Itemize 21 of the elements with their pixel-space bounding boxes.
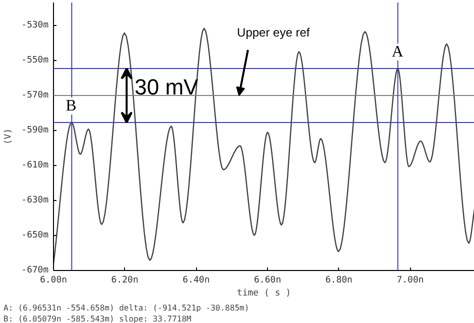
y-axis-title: (V) [3, 128, 14, 145]
text: A: (6.96531n -554.658m) delta: (-914.521p -30.885m) [4, 304, 250, 312]
text: B: (6.05079n -585.543m) slope: 33.7718M [4, 314, 192, 323]
x-axis-title: time ( s ) [236, 288, 292, 298]
annotation: A [392, 44, 404, 61]
y-tick-label: -570m [21, 90, 48, 100]
x-tick-label: 6.60n [254, 276, 282, 286]
x-tick-label: 7.00n [396, 276, 424, 286]
y-tick-label: -630m [21, 195, 48, 206]
y-tick-label: -610m [21, 160, 48, 170]
annotation: B [66, 97, 76, 114]
y-tick-label: -590m [21, 125, 48, 136]
y-tick-label: -530m [21, 20, 48, 30]
x-tick-label: 6.80n [325, 276, 352, 286]
x-tick-label: 6.40n [182, 276, 210, 286]
y-tick-label: -670m [21, 266, 48, 276]
annotation: Upper eye ref [237, 26, 310, 40]
x-tick-label: 6.00n [40, 276, 68, 286]
y-tick-label: -650m [21, 230, 48, 240]
x-tick-label: 6.20n [111, 276, 138, 286]
y-tick-label: -550m [21, 55, 48, 66]
